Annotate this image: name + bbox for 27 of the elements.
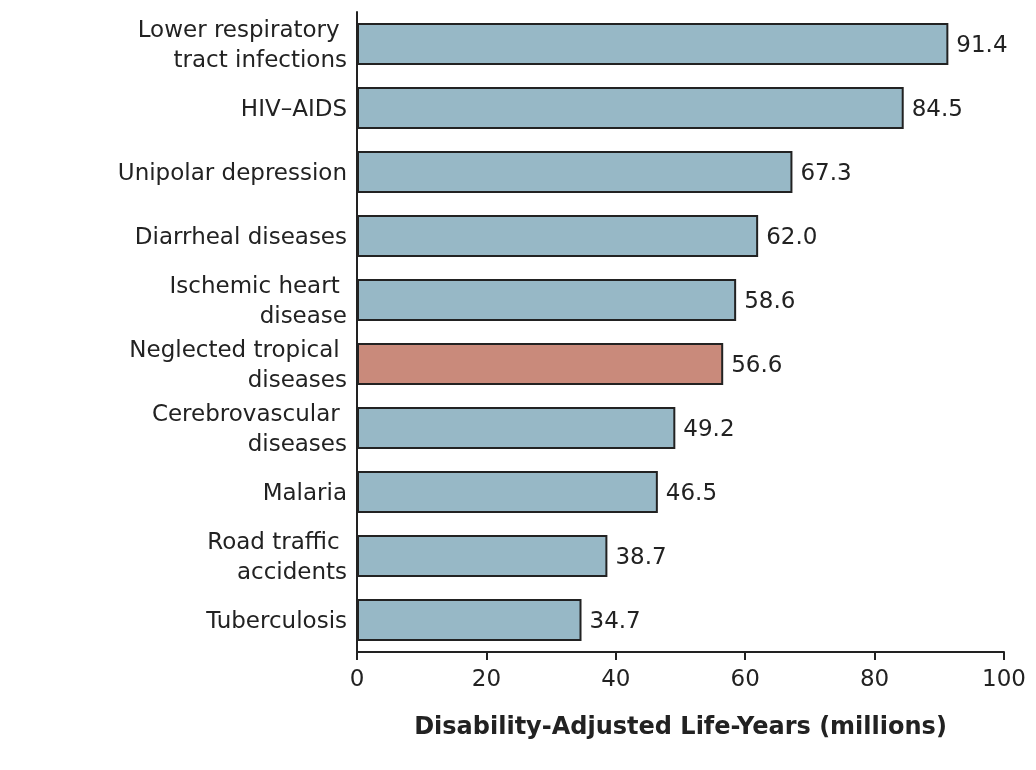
y-tick-label: HIV–AIDS — [240, 95, 347, 121]
data-label: 34.7 — [589, 607, 641, 633]
data-label: 58.6 — [744, 287, 796, 313]
data-label: 38.7 — [615, 543, 667, 569]
x-tick-label: 0 — [349, 664, 365, 691]
data-label: 62.0 — [766, 223, 818, 249]
x-tick-label: 40 — [601, 664, 631, 691]
y-tick-label: Neglected tropical diseases — [129, 336, 347, 392]
y-tick-label: Lower respiratory tract infections — [137, 16, 347, 72]
x-tick-label: 60 — [730, 664, 760, 691]
x-tick-label: 20 — [471, 664, 502, 691]
data-label: 91.4 — [956, 31, 1008, 57]
x-axis-title: Disability-Adjusted Life-Years (millions) — [414, 712, 947, 740]
x-tick-label: 100 — [982, 664, 1026, 691]
y-tick-label: Tuberculosis — [205, 607, 347, 633]
data-label: 84.5 — [911, 95, 963, 121]
y-tick-label: Cerebrovascular diseases — [151, 400, 347, 456]
y-tick-label: Malaria — [262, 479, 347, 505]
data-label: 49.2 — [683, 415, 735, 441]
x-tick-label: 80 — [859, 664, 890, 691]
y-tick-label: Ischemic heart disease — [169, 272, 347, 328]
data-label: 46.5 — [665, 479, 718, 505]
data-label: 56.6 — [731, 351, 783, 377]
y-tick-label: Diarrheal diseases — [134, 223, 347, 249]
data-label: 67.3 — [800, 159, 852, 185]
y-tick-label: Unipolar depression — [117, 159, 347, 185]
y-tick-label: Road traffic accidents — [207, 528, 347, 584]
